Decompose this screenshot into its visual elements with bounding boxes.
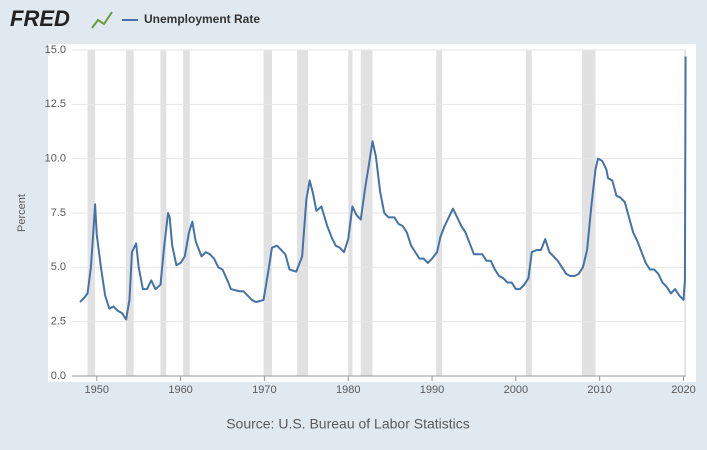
legend-label[interactable]: Unemployment Rate (144, 12, 260, 26)
source: Source: U.S. Bureau of Labor Statistics (226, 416, 470, 432)
x-tick-label: 1960 (168, 384, 192, 396)
logo-icon (91, 11, 113, 29)
y-tick-label: 7.5 (51, 207, 66, 219)
plot: 0.0 2.5 5.0 7.5 10.0 12.5 15.0 1950 1960 1970 1980… (45, 44, 696, 396)
data-line (79, 56, 687, 321)
y-tick-label: 15.0 (45, 44, 66, 56)
x-tick-label: 1950 (85, 384, 109, 396)
x-tick-label: 2020 (671, 384, 695, 396)
y-tick-label: 5.0 (51, 261, 66, 273)
x-tick-label: 2000 (504, 384, 528, 396)
y-axis-label: Percent (16, 194, 28, 232)
y-tick-label: 12.5 (45, 98, 66, 110)
x-tick-label: 2010 (587, 384, 611, 396)
x-tick-label: 1970 (252, 384, 276, 396)
y-tick-label: 0.0 (51, 370, 66, 382)
y-tick-label: 10.0 (45, 153, 66, 165)
logo[interactable]: FRED (10, 6, 70, 31)
x-tick-label: 1980 (336, 384, 360, 396)
y-tick-label: 2.5 (51, 316, 66, 328)
x-tick-label: 1990 (420, 384, 444, 396)
